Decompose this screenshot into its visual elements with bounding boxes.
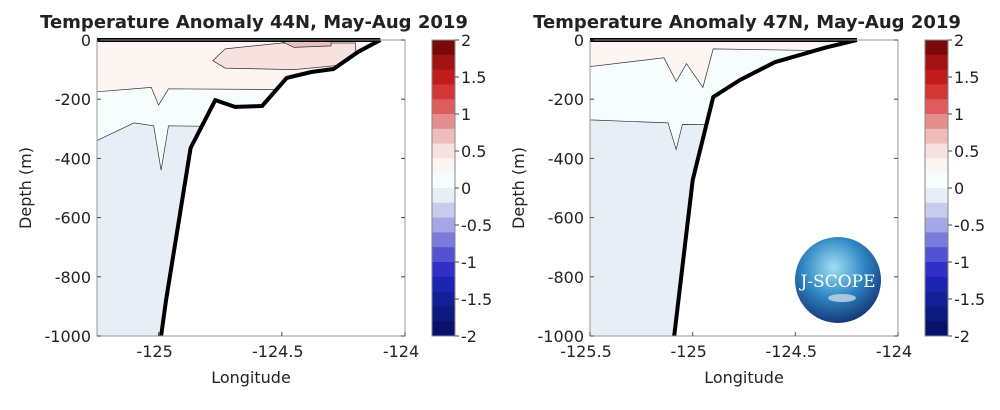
- colorbar-swatch: [432, 143, 455, 159]
- y-tick-label: -800: [55, 268, 91, 287]
- colorbar-swatch: [925, 262, 948, 278]
- colorbar-tick-label: 0.5: [461, 142, 486, 161]
- colorbar-swatch: [925, 173, 948, 189]
- fish-icon: [828, 294, 856, 302]
- y-axis-label: Depth (m): [509, 147, 528, 229]
- colorbar-swatch: [432, 291, 455, 307]
- axes-frame: [589, 39, 899, 337]
- colorbar-tick-label: -0.5: [461, 216, 492, 235]
- colorbar-tick-label: 1: [461, 105, 471, 124]
- colorbar-swatch: [432, 84, 455, 100]
- colorbar-tick-label: 0: [461, 179, 471, 198]
- colorbar-swatch: [925, 276, 948, 293]
- y-tick-label: -800: [548, 268, 584, 287]
- colorbar-tick-label: -1.5: [461, 290, 492, 309]
- colorbar-tick-label: -1: [461, 253, 477, 272]
- colorbar-swatch: [925, 217, 948, 233]
- bathymetry-line: [159, 38, 382, 337]
- colorbar-swatch: [432, 54, 455, 71]
- colorbar-swatch: [925, 247, 948, 263]
- chart-title: Temperature Anomaly 44N, May-Aug 2019: [40, 12, 468, 33]
- logo-text: J-SCOPE: [799, 272, 876, 292]
- x-axis-label: Longitude: [211, 368, 291, 387]
- chart-panel-1: 0 -200 -400 -600 -800 -1000 -125 -124.5 -124 Temp…: [16, 12, 492, 387]
- colorbar-swatch: [925, 84, 948, 100]
- colorbar-swatch: [432, 232, 455, 248]
- colorbar-swatch: [925, 69, 948, 85]
- colorbar-tick-label: 2: [954, 31, 964, 50]
- y-tick-label: 0: [81, 31, 91, 50]
- colorbar-tick-label: -1: [954, 253, 970, 272]
- colorbar: 2 1.5 1 0.5 0 -0.5 -1 -1.5 -2: [924, 31, 985, 346]
- y-tick-label: -600: [548, 209, 584, 228]
- colorbar-tick-label: 1.5: [954, 68, 979, 87]
- colorbar-swatch: [925, 114, 948, 130]
- colorbar-swatch: [925, 158, 948, 174]
- colorbar-tick-label: 0.5: [954, 142, 979, 161]
- j-scope-logo: J-SCOPE: [795, 237, 881, 323]
- colorbar-swatch: [432, 40, 455, 56]
- y-axis-label: Depth (m): [16, 147, 35, 229]
- colorbar: 2 1.5 1 0.5 0 -0.5 -1 -1.5 -2: [431, 31, 492, 346]
- y-tick-label: -600: [55, 209, 91, 228]
- seafloor-land: [161, 40, 405, 336]
- colorbar-swatch: [925, 143, 948, 159]
- colorbar-swatch: [432, 114, 455, 130]
- colorbar-swatch: [925, 306, 948, 322]
- colorbar-swatch: [925, 128, 948, 145]
- colorbar-swatch: [432, 69, 455, 85]
- colorbar-swatch: [432, 173, 455, 189]
- colorbar-tick-label: 1: [954, 105, 964, 124]
- y-tick-label: -1000: [538, 327, 585, 346]
- x-tick-label: -125.5: [560, 342, 612, 361]
- colorbar-swatch: [432, 128, 455, 145]
- colorbar-tick-label: -0.5: [954, 216, 985, 235]
- y-tick-label: -400: [548, 149, 584, 168]
- y-tick-label: -200: [548, 90, 584, 109]
- x-tick-label: -124.5: [252, 342, 304, 361]
- colorbar-swatch: [925, 321, 948, 337]
- x-axis-label: Longitude: [704, 368, 784, 387]
- chart-panel-2: 0 -200 -400 -600 -800 -1000-125.5 -125 -124.5 -1…: [509, 12, 985, 387]
- colorbar-swatch: [432, 276, 455, 293]
- axes-frame: [96, 39, 406, 337]
- colorbar-tick-label: -1.5: [954, 290, 985, 309]
- colorbar-tick-label: -2: [954, 327, 970, 346]
- logo-circle: [795, 237, 881, 323]
- colorbar-swatch: [432, 321, 455, 337]
- colorbar-swatch: [925, 40, 948, 56]
- colorbar-tick-label: 1.5: [461, 68, 486, 87]
- y-tick-label: -400: [55, 149, 91, 168]
- bathymetry-line: [672, 38, 858, 337]
- colorbar-tick-label: -2: [461, 327, 477, 346]
- colorbar-swatch: [925, 291, 948, 307]
- colorbar-swatch: [925, 99, 948, 115]
- colorbar-swatch: [432, 306, 455, 322]
- colorbar-tick-label: 2: [461, 31, 471, 50]
- x-tick-label: -124: [876, 342, 912, 361]
- colorbar-swatch: [432, 202, 455, 219]
- colorbar-swatch: [432, 188, 455, 204]
- colorbar-swatch: [925, 54, 948, 71]
- y-tick-label: 0: [574, 31, 584, 50]
- x-tick-label: -124: [383, 342, 419, 361]
- x-tick-label: -124.5: [766, 342, 818, 361]
- y-tick-label: -200: [55, 90, 91, 109]
- colorbar-swatch: [432, 158, 455, 174]
- x-tick-label: -125: [136, 342, 172, 361]
- colorbar-swatch: [432, 217, 455, 233]
- x-tick-label: -125: [671, 342, 707, 361]
- colorbar-swatch: [432, 262, 455, 278]
- colorbar-swatch: [432, 247, 455, 263]
- colorbar-swatch: [925, 188, 948, 204]
- colorbar-swatch: [925, 232, 948, 248]
- chart-title: Temperature Anomaly 47N, May-Aug 2019: [533, 12, 961, 33]
- colorbar-swatch: [432, 99, 455, 115]
- colorbar-swatch: [925, 202, 948, 219]
- colorbar-tick-label: 0: [954, 179, 964, 198]
- y-tick-label: -1000: [45, 327, 92, 346]
